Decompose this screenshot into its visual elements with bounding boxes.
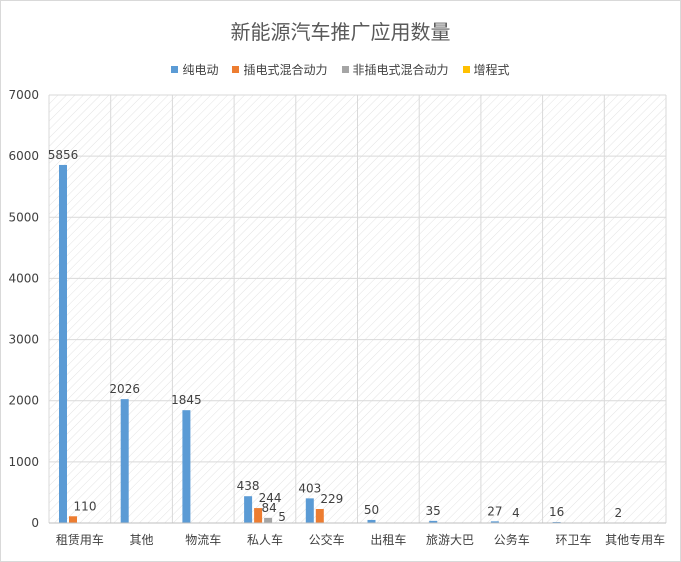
data-label: 438 xyxy=(237,479,260,493)
data-label: 5856 xyxy=(48,148,79,162)
x-tick-label: 环卫车 xyxy=(555,532,591,547)
y-tick-label: 1000 xyxy=(8,455,39,469)
legend-swatch xyxy=(232,66,240,73)
legend-label: 非插电式混合动力 xyxy=(352,63,449,77)
data-label: 27 xyxy=(487,504,502,518)
bar xyxy=(490,521,499,523)
data-label: 16 xyxy=(549,505,564,519)
legend-swatch xyxy=(341,66,349,73)
data-label: 5 xyxy=(278,510,286,524)
x-tick-label: 旅游大巴 xyxy=(426,533,474,547)
data-label: 403 xyxy=(298,481,321,495)
legend-item: 纯电动 xyxy=(171,61,218,78)
data-label: 50 xyxy=(364,503,379,517)
data-label: 84 xyxy=(261,501,276,515)
legend-item: 非插电式混合动力 xyxy=(341,61,449,78)
data-label: 35 xyxy=(426,504,441,518)
data-label: 229 xyxy=(320,492,343,506)
legend-label: 增程式 xyxy=(473,63,510,77)
bar xyxy=(59,164,67,523)
legend-swatch xyxy=(171,66,179,73)
x-tick-label: 租赁用车 xyxy=(56,532,104,547)
bar xyxy=(315,508,324,523)
data-label: 4 xyxy=(512,506,520,520)
x-tick-label: 公务车 xyxy=(494,532,530,547)
chart-legend: 纯电动 插电式混合动力 非插电式混合动力 增程式 xyxy=(0,61,681,78)
legend-label: 纯电动 xyxy=(182,63,219,77)
bar xyxy=(69,516,77,523)
legend-label: 插电式混合动力 xyxy=(243,63,328,77)
data-label: 2026 xyxy=(109,382,140,396)
bar xyxy=(120,399,129,523)
bar xyxy=(367,519,376,523)
y-tick-label: 3000 xyxy=(8,333,39,347)
legend-swatch xyxy=(462,66,470,73)
x-tick-label: 其他 xyxy=(130,533,154,547)
chart-title: 新能源汽车推广应用数量 xyxy=(230,20,451,44)
x-tick-label: 其他专用车 xyxy=(605,532,665,547)
y-tick-label: 5000 xyxy=(8,210,39,224)
bar xyxy=(429,520,438,523)
bar xyxy=(182,410,191,523)
x-tick-label: 私人车 xyxy=(247,532,283,547)
bar xyxy=(305,498,314,523)
x-tick-label: 物流车 xyxy=(185,532,221,547)
y-tick-label: 7000 xyxy=(8,88,39,102)
y-tick-label: 0 xyxy=(31,516,39,530)
data-label: 244 xyxy=(259,491,282,505)
data-label: 110 xyxy=(74,499,97,513)
y-tick-label: 6000 xyxy=(8,149,39,163)
bar xyxy=(254,508,263,523)
legend-item: 插电式混合动力 xyxy=(232,61,328,78)
data-label: 2 xyxy=(614,506,622,520)
legend-item: 增程式 xyxy=(462,61,510,78)
data-label: 1845 xyxy=(171,393,202,407)
y-tick-label: 4000 xyxy=(8,271,39,285)
bar xyxy=(264,517,273,523)
bar xyxy=(244,496,253,523)
x-tick-label: 公交车 xyxy=(309,532,345,547)
y-tick-label: 2000 xyxy=(8,394,39,408)
x-tick-label: 出租车 xyxy=(370,532,406,547)
